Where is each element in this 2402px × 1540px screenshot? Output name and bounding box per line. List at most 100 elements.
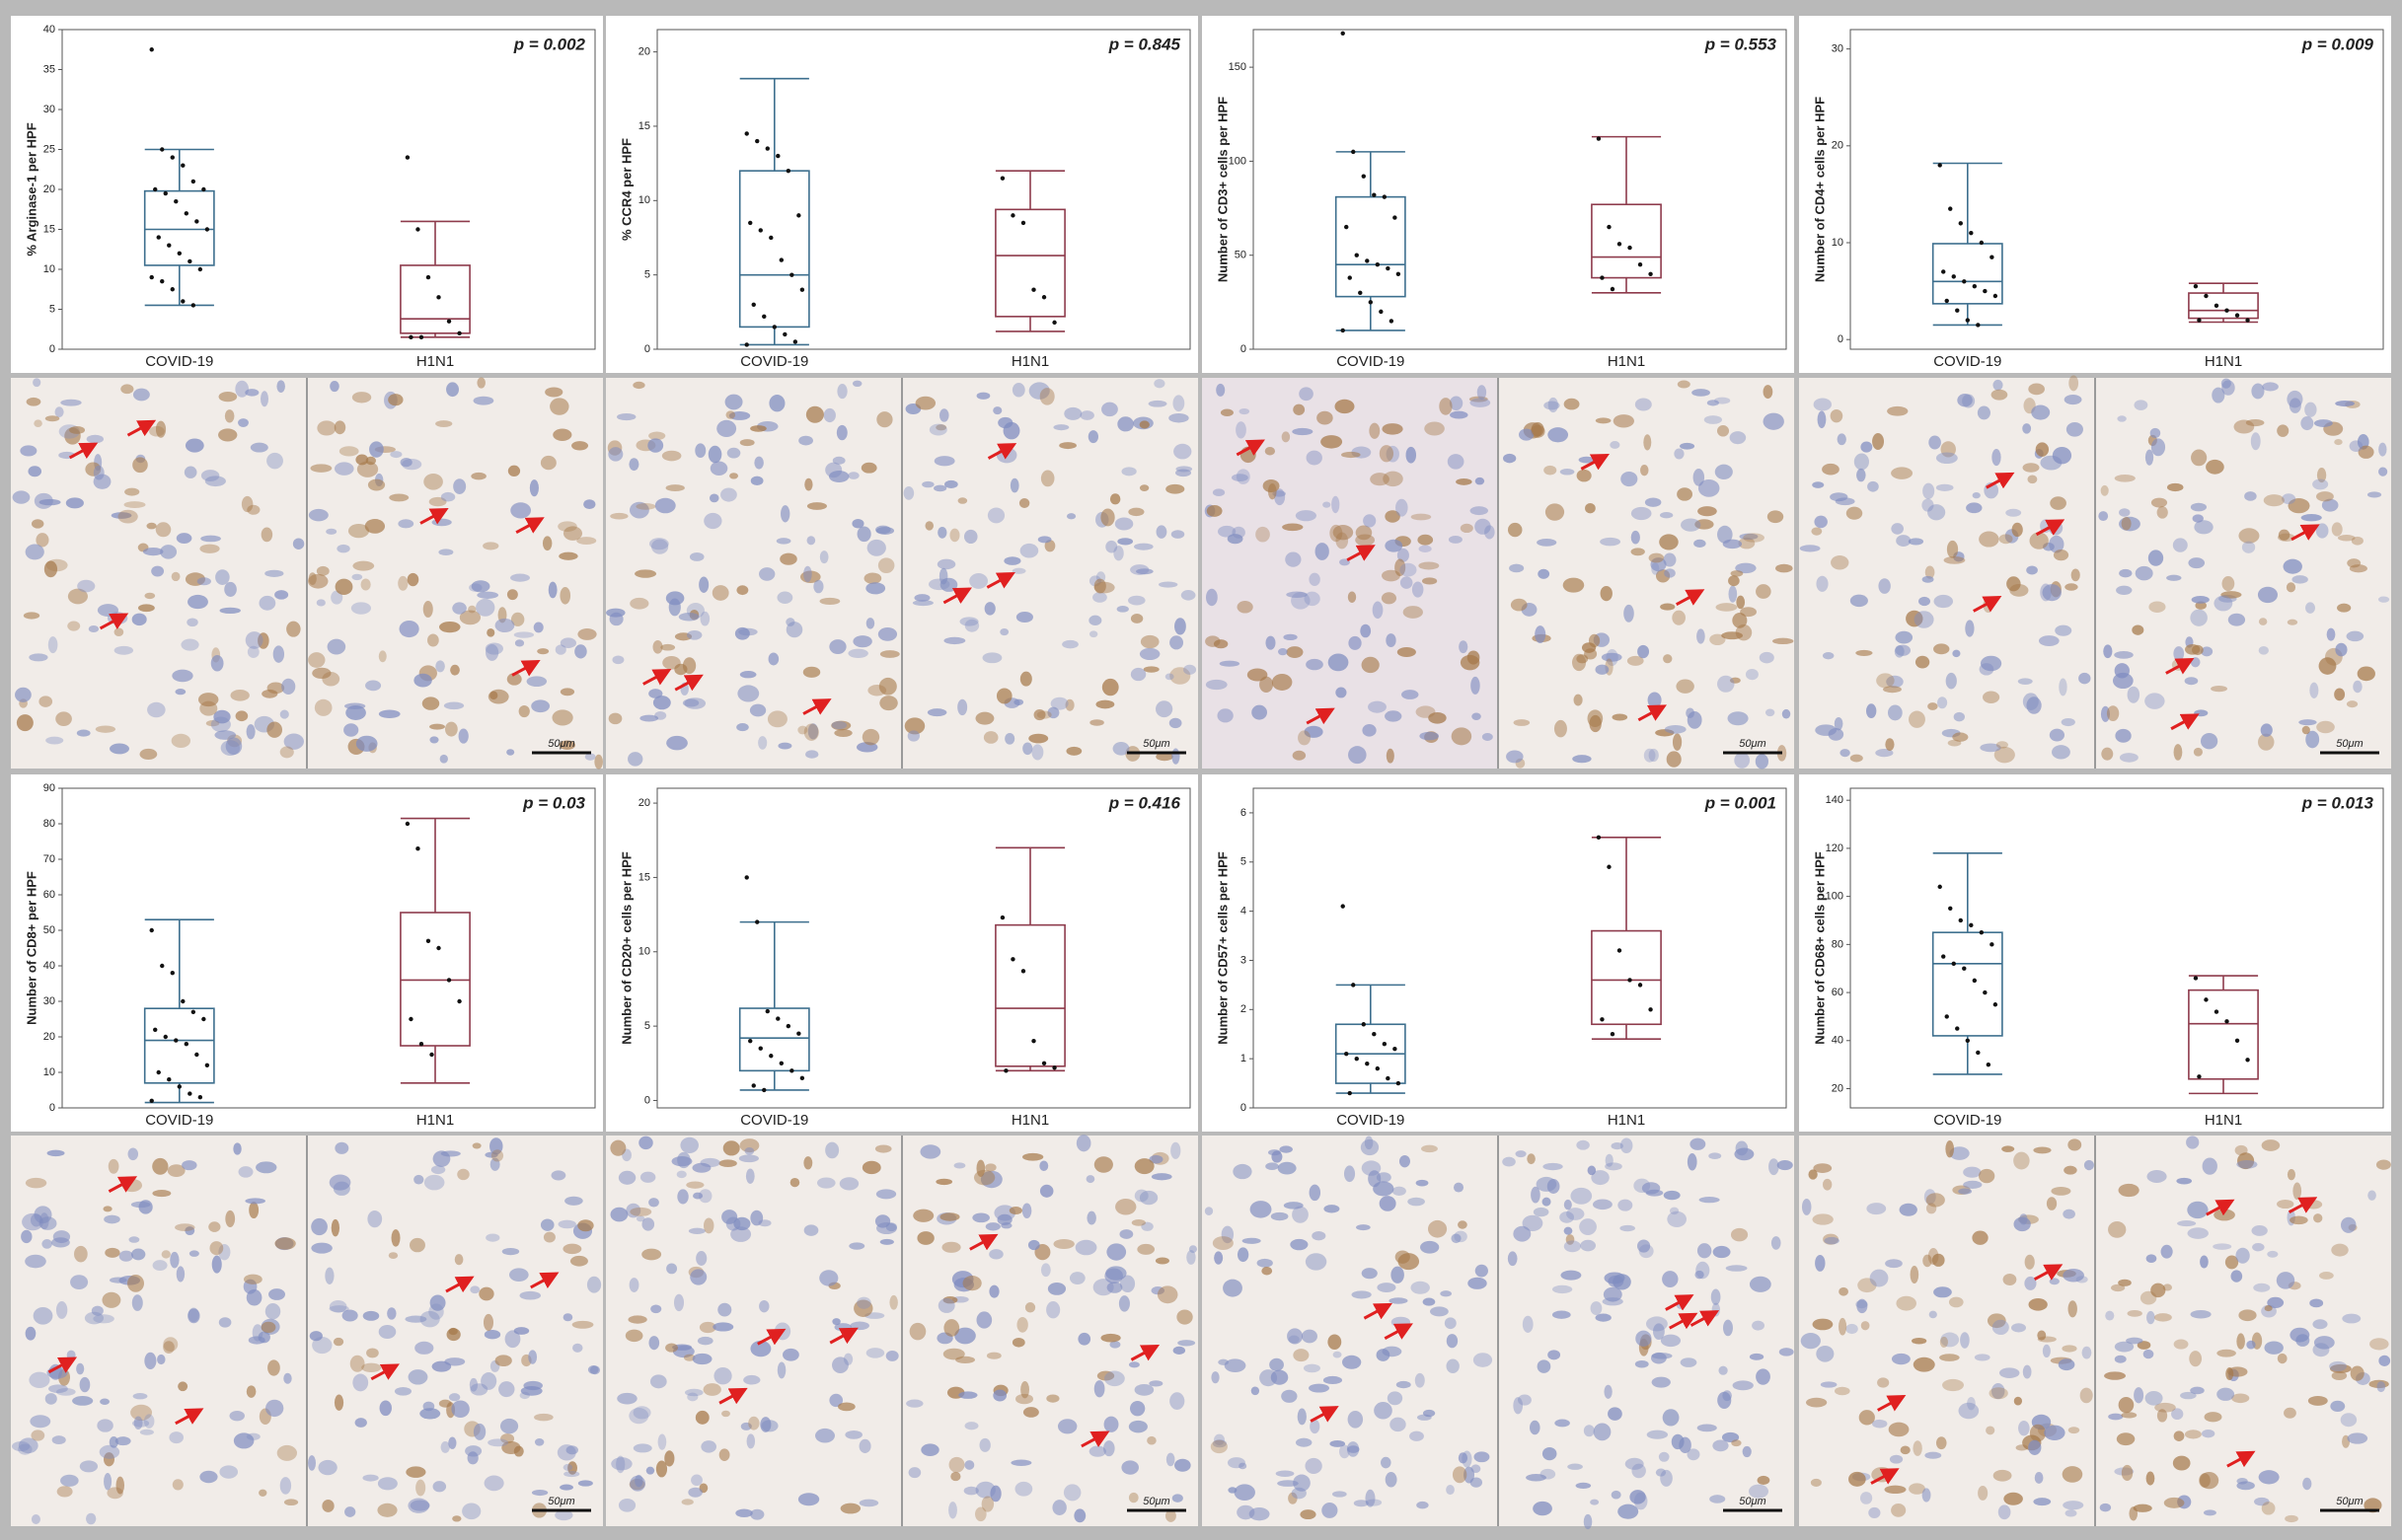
cell: [249, 1202, 260, 1219]
x-tick-label: H1N1: [1608, 1112, 1645, 1129]
cell: [1859, 1492, 1873, 1504]
cell: [1554, 1419, 1570, 1428]
cell: [1946, 540, 1959, 558]
data-point: [1600, 1017, 1605, 1022]
cell: [1168, 717, 1182, 729]
cell: [1458, 1452, 1468, 1464]
cell: [205, 720, 220, 727]
cell: [1812, 1318, 1834, 1331]
cell: [1651, 1352, 1667, 1364]
cell: [1394, 558, 1406, 577]
data-point: [181, 998, 186, 1004]
cell: [1935, 483, 1954, 491]
cell: [878, 677, 897, 696]
cell: [2058, 1358, 2075, 1371]
cell: [1140, 634, 1160, 649]
cell: [668, 598, 681, 617]
cell: [639, 714, 659, 722]
cell: [1171, 1494, 1183, 1503]
cell: [1800, 1332, 1821, 1350]
cell: [1537, 538, 1557, 547]
cell: [560, 688, 575, 697]
cell: [467, 1451, 479, 1465]
cell: [1390, 1266, 1404, 1283]
cell: [699, 1321, 716, 1334]
data-point: [1969, 922, 1974, 928]
cell: [985, 1222, 1001, 1231]
data-point: [1596, 136, 1602, 141]
cell: [1666, 751, 1682, 768]
cell: [350, 602, 372, 615]
red-arrow: [1986, 472, 2015, 489]
cell: [1697, 478, 1720, 497]
cell: [2176, 1177, 2193, 1185]
cell: [1402, 606, 1423, 619]
cell: [534, 1437, 545, 1446]
data-point: [1358, 290, 1363, 296]
box: [995, 923, 1066, 1067]
y-tick-label: 0: [49, 1102, 55, 1114]
cell: [2307, 1395, 2328, 1406]
cell: [209, 1241, 224, 1256]
cell: [797, 1493, 820, 1506]
cell: [2172, 1455, 2191, 1471]
cell: [2106, 705, 2120, 722]
cell: [2329, 1363, 2352, 1373]
cell: [1444, 1317, 1457, 1330]
data-point: [744, 342, 749, 347]
cell: [439, 621, 461, 633]
cell: [861, 462, 877, 474]
cell: [1748, 1484, 1769, 1499]
cell: [1093, 578, 1106, 594]
cell: [1469, 506, 1488, 516]
cell: [1036, 710, 1052, 719]
cell: [1298, 730, 1312, 746]
cell: [2234, 1144, 2248, 1156]
cell: [28, 466, 42, 477]
cell: [1383, 471, 1403, 487]
cell: [113, 645, 134, 655]
cell: [1149, 1154, 1163, 1164]
cell: [939, 577, 958, 592]
cell: [1385, 539, 1403, 552]
cell: [1998, 534, 2013, 545]
cell: [2216, 1349, 2236, 1357]
cell: [1009, 1207, 1022, 1215]
cell: [1613, 414, 1634, 428]
cell: [2022, 1364, 2032, 1379]
cell: [629, 1408, 649, 1425]
cell: [1633, 1492, 1648, 1510]
cell: [661, 450, 682, 462]
cell: [1309, 572, 1320, 586]
cell: [77, 579, 96, 593]
cell: [110, 1277, 127, 1283]
cell: [91, 1305, 104, 1316]
cell: [1953, 711, 1965, 722]
cell: [1139, 1190, 1159, 1206]
cell: [2312, 478, 2329, 490]
red-arrow: [2226, 1450, 2256, 1468]
cell: [1292, 1206, 1309, 1223]
data-point: [190, 303, 196, 308]
cell: [47, 636, 58, 654]
cell: [2206, 459, 2224, 475]
cell: [55, 1300, 68, 1319]
cell: [2026, 565, 2038, 575]
cell: [1306, 450, 1322, 466]
cell: [954, 1327, 976, 1345]
cell: [104, 1452, 114, 1467]
cell: [677, 1151, 691, 1169]
cell: [2346, 630, 2364, 642]
cell: [152, 1260, 168, 1272]
data-point: [156, 1069, 161, 1075]
cell: [1389, 1417, 1406, 1432]
cell: [1012, 1337, 1025, 1348]
cell: [279, 709, 289, 719]
box: [143, 1007, 215, 1084]
cell: [483, 1313, 494, 1332]
cell: [934, 456, 955, 467]
cell: [1566, 1208, 1585, 1220]
data-point: [153, 1027, 158, 1033]
data-point: [1340, 31, 1345, 37]
data-point: [1979, 929, 1985, 935]
